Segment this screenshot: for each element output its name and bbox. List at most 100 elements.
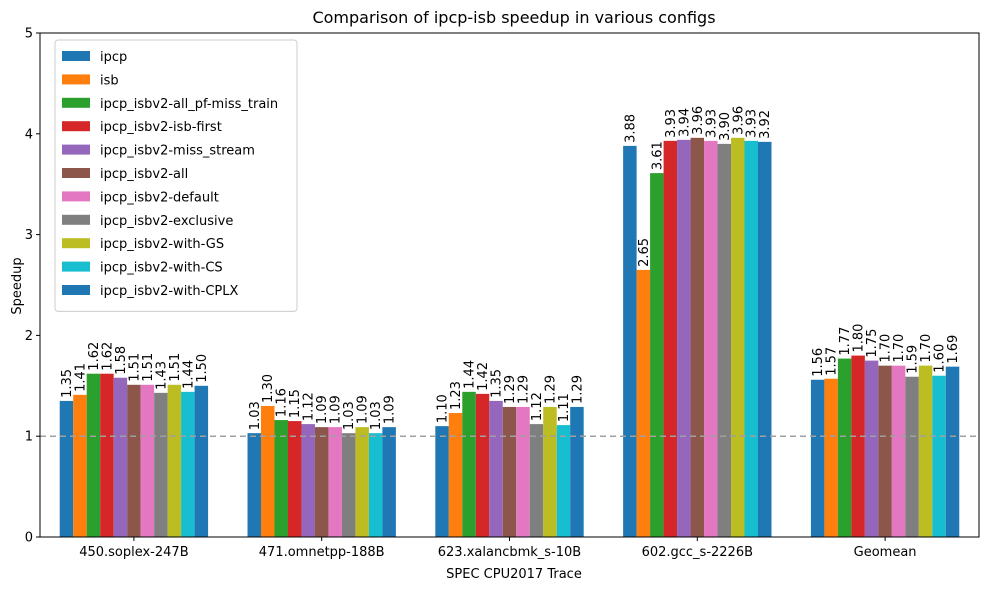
- bar: [314, 427, 329, 537]
- legend-swatch: [62, 261, 90, 272]
- data-label: 1.70: [892, 334, 907, 363]
- bar: [932, 375, 946, 537]
- bar: [810, 379, 825, 537]
- y-tick-label: 4: [25, 127, 33, 142]
- data-label: 1.09: [329, 395, 344, 424]
- bar: [100, 373, 114, 537]
- bar: [287, 421, 302, 537]
- bar: [717, 143, 732, 537]
- legend-swatch: [62, 74, 90, 85]
- legend-entry: ipcp_isbv2-isb-first: [100, 120, 222, 135]
- y-tick-label: 1: [25, 430, 33, 445]
- bar: [945, 366, 960, 537]
- data-label: 3.61: [650, 141, 665, 170]
- legend-box: [54, 39, 298, 312]
- data-label: 1.44: [463, 360, 478, 389]
- bar: [824, 378, 838, 537]
- data-label: 1.11: [557, 393, 572, 422]
- data-label: 1.75: [865, 329, 880, 358]
- bar: [663, 140, 678, 537]
- data-label: 1.12: [302, 392, 317, 421]
- bar: [744, 140, 758, 537]
- legend-entry: ipcp_isbv2-with-GS: [100, 237, 224, 252]
- bar: [864, 360, 879, 537]
- data-label: 1.29: [516, 375, 531, 404]
- bar: [891, 365, 906, 537]
- bar: [516, 406, 530, 537]
- data-label: 1.50: [195, 354, 210, 383]
- data-label: 1.70: [919, 334, 934, 363]
- bar: [650, 173, 664, 537]
- legend-swatch: [62, 238, 90, 249]
- bar: [905, 376, 919, 537]
- legend-entry: ipcp_isbv2-exclusive: [100, 214, 233, 229]
- legend-swatch: [62, 144, 90, 155]
- bar: [529, 424, 544, 537]
- bar: [341, 433, 356, 537]
- bar: [435, 426, 449, 537]
- data-label: 1.60: [933, 344, 948, 373]
- data-label: 3.96: [691, 106, 706, 135]
- data-label: 1.59: [906, 345, 921, 374]
- bar: [113, 377, 128, 537]
- y-tick-label: 2: [25, 329, 33, 344]
- data-label: 1.44: [181, 360, 196, 389]
- data-label: 1.62: [100, 342, 115, 371]
- bar: [556, 425, 571, 537]
- chart-title: Comparison of ipcp-isb speedup in variou…: [312, 8, 715, 27]
- bar: [274, 420, 288, 537]
- data-label: 1.10: [436, 394, 451, 423]
- data-label: 3.96: [731, 106, 746, 135]
- data-label: 1.29: [570, 375, 585, 404]
- data-label: 1.43: [154, 361, 169, 390]
- x-tick-label: Geomean: [854, 545, 917, 560]
- data-label: 1.29: [543, 375, 558, 404]
- y-tick-label: 5: [25, 27, 33, 42]
- bar: [181, 391, 195, 537]
- legend-entry: ipcp: [100, 50, 127, 65]
- data-label: 1.09: [315, 395, 330, 424]
- data-label: 1.51: [127, 353, 142, 382]
- data-label: 1.35: [60, 369, 75, 398]
- x-tick-label: 623.xalancbmk_s-10B: [438, 545, 581, 560]
- bar: [247, 433, 262, 537]
- bar: [301, 424, 315, 537]
- data-label: 3.92: [758, 110, 773, 139]
- bar: [878, 365, 892, 537]
- data-label: 1.57: [825, 347, 840, 376]
- bar: [502, 406, 517, 537]
- data-label: 1.16: [275, 388, 290, 417]
- data-label: 3.93: [664, 109, 679, 138]
- data-label: 1.03: [248, 401, 263, 430]
- y-tick-label: 3: [25, 228, 33, 243]
- x-axis-label: SPEC CPU2017 Trace: [446, 567, 582, 582]
- data-label: 3.93: [745, 109, 760, 138]
- data-label: 1.03: [369, 401, 384, 430]
- data-label: 1.15: [288, 389, 303, 418]
- legend-swatch: [62, 168, 90, 178]
- data-label: 1.77: [838, 327, 853, 356]
- bar: [731, 137, 745, 537]
- bar: [194, 385, 209, 537]
- legend-entry: ipcp_isbv2-all: [100, 167, 188, 182]
- data-label: 1.30: [261, 374, 276, 403]
- bar: [382, 427, 396, 537]
- bar: [59, 400, 74, 537]
- data-label: 3.88: [623, 114, 638, 143]
- bar: [918, 365, 933, 537]
- legend-entry: ipcp_isbv2-all_pf-miss_train: [100, 97, 278, 112]
- bar: [448, 413, 463, 537]
- bar: [355, 427, 369, 537]
- data-label: 1.29: [503, 375, 518, 404]
- data-label: 1.56: [811, 348, 826, 377]
- x-tick-label: 450.soplex-247B: [79, 545, 188, 560]
- y-tick-label: 0: [25, 531, 33, 546]
- data-label: 1.09: [356, 395, 371, 424]
- bar: [140, 384, 155, 537]
- bar: [636, 269, 651, 537]
- bar: [328, 427, 342, 537]
- legend-swatch: [62, 191, 90, 202]
- bar: [475, 393, 490, 537]
- legend-swatch: [62, 97, 90, 108]
